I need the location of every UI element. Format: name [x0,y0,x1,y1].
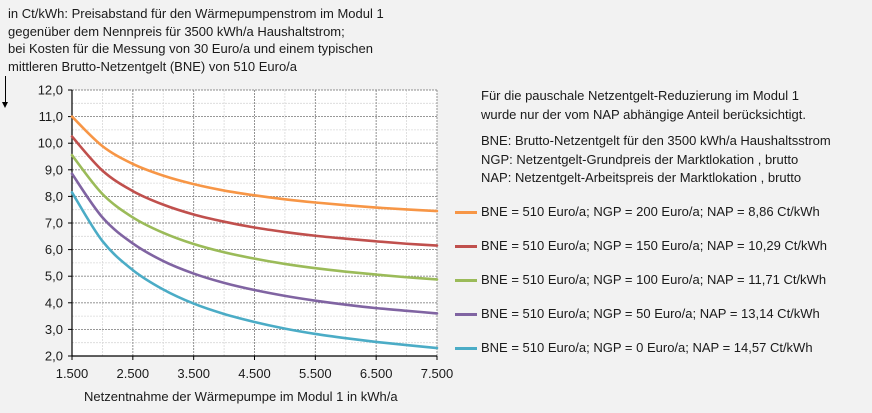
y-axis-note: in Ct/kWh: Preisabstand für den Wärmepum… [8,5,384,75]
abbreviations: BNE: Brutto-Netzentgelt für den 3500 kWh… [481,132,831,188]
x-tick-label: 2.500 [117,366,150,381]
y-tick-label: 4,0 [45,295,63,310]
x-tick-label: 1.500 [56,366,89,381]
legend-item: BNE = 510 Euro/a; NGP = 200 Euro/a; NAP … [455,203,820,221]
legend-swatch [455,347,477,351]
series-line-4 [70,191,439,350]
y-axis-note-line: gegenüber dem Nennpreis für 3500 kWh/a H… [8,23,345,39]
y-tick-label: 3,0 [45,322,63,337]
y-tick-label: 2,0 [45,349,63,364]
note-line: wurde nur der vom NAP abhängige Anteil b… [481,106,806,122]
chart-notes: Für die pauschale Netzentgelt-Reduzierun… [481,87,806,124]
legend-item: BNE = 510 Euro/a; NGP = 50 Euro/a; NAP =… [455,305,820,323]
y-tick-label: 6,0 [45,242,63,257]
legend-item: BNE = 510 Euro/a; NGP = 100 Euro/a; NAP … [455,271,826,289]
x-tick-label: 5.500 [299,366,332,381]
x-tick-label: 7.500 [421,366,454,381]
series-line-2 [70,153,439,281]
abbreviation-nap: NAP: Netzentgelt-Arbeitspreis der Marktl… [481,170,802,185]
y-tick-label: 11,0 [39,109,63,124]
legend-swatch [455,245,477,249]
y-tick-label: 8,0 [45,189,63,204]
series-line-0 [70,115,439,213]
note-line: Für die pauschale Netzentgelt-Reduzierun… [481,88,799,103]
legend-item: BNE = 510 Euro/a; NGP = 150 Euro/a; NAP … [455,237,827,255]
y-tick-label: 12,0 [38,83,63,98]
series-line-3 [70,172,439,315]
legend-label: BNE = 510 Euro/a; NGP = 200 Euro/a; NAP … [481,204,820,219]
abbreviation-ngp: NGP: Netzentgelt-Grundpreis der Marktlok… [481,151,799,167]
x-axis-label: Netzentnahme der Wärmepumpe im Modul 1 i… [84,389,398,404]
abbreviation-bne: BNE: Brutto-Netzentgelt für den 3500 kWh… [481,133,831,148]
legend-label: BNE = 510 Euro/a; NGP = 100 Euro/a; NAP … [481,272,827,287]
legend-label: BNE = 510 Euro/a; NGP = 150 Euro/a; NAP … [481,238,828,253]
legend-label: BNE = 510 Euro/a; NGP = 0 Euro/a; NAP = … [481,340,813,355]
x-tick-label: 3.500 [177,366,210,381]
down-arrow-icon [2,76,8,108]
legend-label: BNE = 510 Euro/a; NGP = 50 Euro/a; NAP =… [481,306,820,321]
y-tick-label: 10,0 [38,136,63,151]
y-axis-note-line: bei Kosten für die Messung von 30 Euro/a… [8,41,373,56]
series-line-1 [70,135,439,247]
x-tick-label: 6.500 [360,366,393,381]
y-tick-label: 7,0 [45,216,63,231]
legend-swatch [455,313,477,317]
y-tick-label: 5,0 [45,269,63,284]
legend-item: BNE = 510 Euro/a; NGP = 0 Euro/a; NAP = … [455,339,813,357]
y-axis-note-line: in Ct/kWh: Preisabstand für den Wärmepum… [8,6,384,21]
legend-swatch [455,211,477,215]
legend-swatch [455,279,477,283]
y-tick-label: 9,0 [45,162,63,177]
x-tick-label: 4.500 [238,366,271,381]
y-axis-note-line: mittleren Brutto-Netzentgelt (BNE) von 5… [8,58,298,74]
